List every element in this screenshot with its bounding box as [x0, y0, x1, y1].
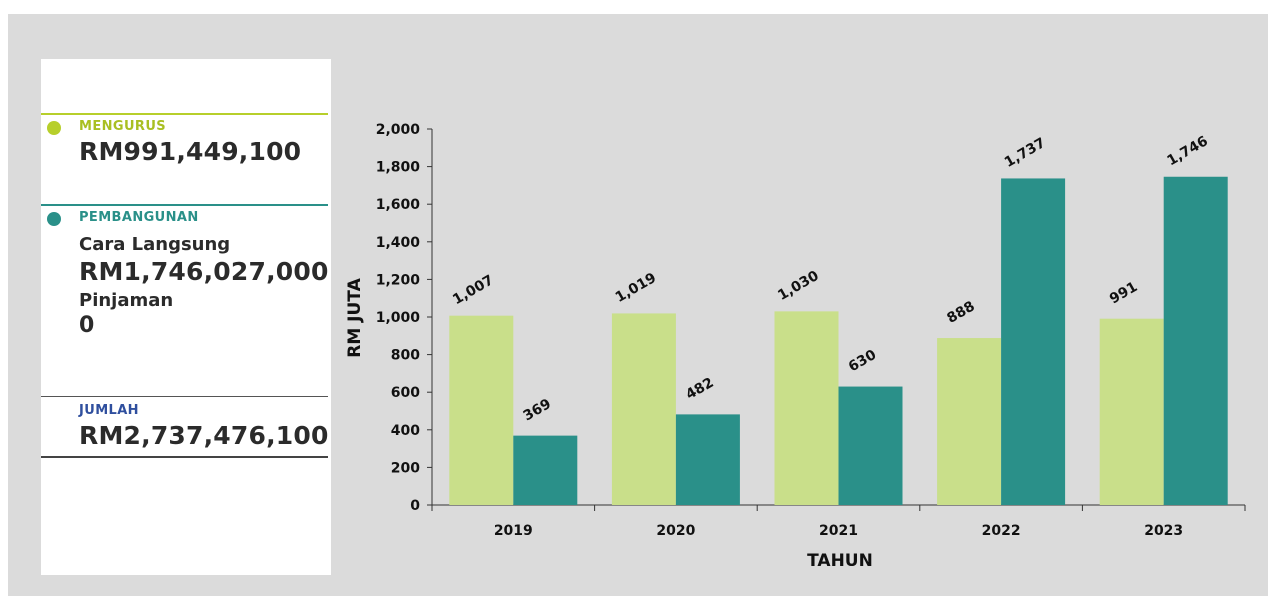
y-tick-label: 1,200: [376, 272, 421, 288]
summary-panel: MENGURUS RM991,449,100 PEMBANGUNAN Cara …: [41, 59, 331, 575]
y-tick-label: 600: [391, 385, 420, 401]
y-tick-label: 2,000: [376, 122, 421, 138]
bar-value-label: 1,030: [775, 268, 822, 304]
pembangunan-section: PEMBANGUNAN Cara Langsung RM1,746,027,00…: [41, 204, 328, 338]
bar: [774, 311, 839, 505]
y-tick-label: 800: [391, 348, 420, 364]
bar-value-label: 1,746: [1165, 133, 1211, 169]
bar: [513, 435, 578, 505]
bar: [1099, 318, 1164, 505]
bar: [1001, 178, 1066, 505]
x-tick-label: 2022: [982, 523, 1021, 539]
x-tick-label: 2019: [494, 523, 533, 539]
mengurus-value: RM991,449,100: [79, 137, 302, 166]
cara-langsung-label: Cara Langsung: [79, 234, 231, 255]
jumlah-label: JUMLAH: [79, 403, 139, 418]
x-axis: 2019 2020 2021 2022 2023: [431, 504, 1246, 539]
y-tick-label: 400: [391, 423, 420, 439]
bar-value-label: 630: [846, 347, 880, 376]
x-tick-label: 2021: [819, 523, 858, 539]
x-axis-title: TAHUN: [807, 551, 873, 571]
y-tick-label: 1,600: [376, 197, 421, 213]
bar-value-label: 888: [944, 298, 977, 326]
y-tick-label: 1,000: [376, 310, 421, 326]
pinjaman-value: 0: [79, 313, 95, 338]
x-tick-label: 2023: [1144, 523, 1183, 539]
mengurus-divider: [41, 113, 328, 115]
y-tick-label: 0: [410, 498, 420, 514]
jumlah-bottom-divider: [41, 456, 328, 458]
jumlah-divider: [41, 396, 328, 397]
bar: [838, 386, 903, 505]
mengurus-label: MENGURUS: [79, 119, 167, 134]
bar: [675, 414, 740, 505]
y-tick-label: 1,800: [376, 160, 421, 176]
bar: [449, 315, 514, 505]
bar-value-label: 1,737: [1002, 135, 1048, 171]
mengurus-section: MENGURUS RM991,449,100: [41, 113, 328, 166]
bar: [937, 338, 1002, 505]
mengurus-dot-icon: [47, 121, 61, 135]
bar-value-label: 1,007: [450, 272, 496, 308]
pinjaman-label: Pinjaman: [79, 290, 174, 311]
pembangunan-dot-icon: [47, 212, 61, 226]
bar-value-label: 369: [521, 396, 554, 424]
x-tick-label: 2020: [656, 523, 695, 539]
y-axis: 0 200 400 600 800 1,000 1,200 1,400 1,600 1,800 2,…: [376, 122, 433, 514]
jumlah-section: JUMLAH RM2,737,476,100: [41, 396, 328, 458]
y-tick-label: 1,400: [376, 235, 421, 251]
y-axis-title: RM JUTA: [345, 277, 365, 357]
bar-value-label: 1,019: [613, 270, 659, 306]
bar-value-label: 482: [683, 375, 716, 403]
y-tick-label: 200: [391, 460, 420, 476]
bar: [1163, 176, 1228, 505]
jumlah-value: RM2,737,476,100: [79, 421, 329, 450]
bar: [611, 313, 676, 505]
pembangunan-label: PEMBANGUNAN: [79, 210, 199, 225]
bar-value-label: 991: [1107, 279, 1140, 307]
bars: [449, 176, 1228, 505]
cara-langsung-value: RM1,746,027,000: [79, 257, 329, 286]
pembangunan-divider: [41, 204, 328, 206]
